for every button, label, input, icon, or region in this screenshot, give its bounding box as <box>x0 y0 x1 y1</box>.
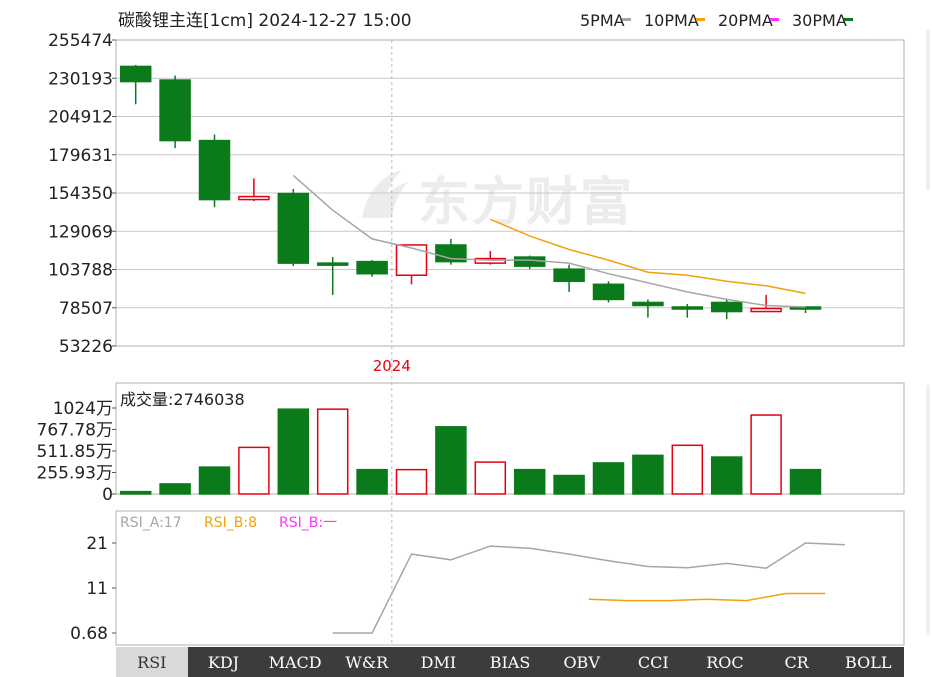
candle-body <box>316 262 349 266</box>
volume-bar <box>356 468 388 495</box>
candle-body <box>238 195 270 201</box>
ma10-line <box>490 218 806 295</box>
candle-body <box>435 244 467 263</box>
ma-legend-swatch <box>696 18 705 21</box>
rsi-legend-label: RSI_A:17 <box>120 515 182 531</box>
candle-body <box>119 65 152 83</box>
candle-body <box>710 301 743 313</box>
volume-bar <box>553 474 585 495</box>
side-rule <box>926 30 930 190</box>
price-tick-label: 103788 <box>48 261 113 281</box>
chart-title: 碳酸锂主连[1cm] 2024-12-27 15:00 <box>118 11 412 31</box>
tab-roc[interactable]: ROC <box>706 652 744 672</box>
volume-bar <box>238 446 270 495</box>
rsi-b-line <box>588 592 826 602</box>
volume-panel-frame <box>115 382 905 495</box>
price-tick-label: 255474 <box>48 31 113 51</box>
price-tick-label: 78507 <box>59 299 113 319</box>
volume-bar <box>119 490 152 495</box>
ma-legend-label: 20PMA <box>718 11 773 30</box>
candle-body <box>277 192 310 264</box>
rsi-tick-label: 0.68 <box>70 624 108 644</box>
ma-legend-swatch <box>622 18 631 21</box>
volume-bar <box>316 408 349 495</box>
volume-bar <box>632 454 664 495</box>
tab-obv[interactable]: OBV <box>563 652 600 672</box>
volume-bar <box>671 444 704 495</box>
price-tick-label: 53226 <box>59 337 113 357</box>
tab-macd[interactable]: MACD <box>268 652 322 672</box>
candle-body <box>671 306 704 310</box>
volume-label: 成交量:2746038 <box>120 390 245 409</box>
candle-body <box>632 301 664 307</box>
tab-dmi[interactable]: DMI <box>420 652 457 672</box>
volume-tick-label: 511.85万 <box>37 442 113 462</box>
tab-rsi[interactable]: RSI <box>116 647 188 677</box>
ma-legend-label: 10PMA <box>644 11 699 30</box>
rsi-tick-label: 21 <box>86 534 108 554</box>
ma-legend-label: 30PMA <box>792 11 847 30</box>
volume-tick-label: 0 <box>102 485 113 505</box>
volume-bar <box>474 461 507 495</box>
volume-tick-label: 767.78万 <box>37 421 113 441</box>
rsi-panel-frame <box>115 510 905 646</box>
candle-body <box>474 257 507 264</box>
volume-bar <box>513 468 546 495</box>
volume-bar <box>435 426 467 495</box>
candle-body <box>198 139 231 201</box>
volume-bar <box>395 468 428 495</box>
candle-body <box>356 260 388 275</box>
volume-bar <box>159 483 191 495</box>
candle-body <box>592 283 625 301</box>
volume-bar <box>277 408 310 495</box>
rsi-tick-label: 11 <box>86 579 108 599</box>
candle-body <box>159 79 191 142</box>
tab-cci[interactable]: CCI <box>637 652 669 672</box>
side-rule <box>926 385 930 635</box>
candle-body <box>750 307 782 313</box>
volume-bar <box>592 462 625 495</box>
price-tick-label: 179631 <box>48 146 113 166</box>
watermark-logo-icon <box>362 170 408 218</box>
rsi-legend-label: RSI_B:8 <box>204 515 257 531</box>
tab-kdj[interactable]: KDJ <box>207 652 240 672</box>
ma-legend-swatch <box>844 18 853 21</box>
indicator-tab-bar: RSI KDJ MACD W&R DMI BIAS OBV CCI ROC CR BOLL <box>116 647 904 677</box>
tab-cr[interactable]: CR <box>784 652 809 672</box>
rsi-a-line <box>332 542 845 634</box>
volume-bar <box>750 414 782 495</box>
candle-body <box>395 244 428 276</box>
volume-bar <box>198 466 231 495</box>
volume-bar <box>789 468 822 495</box>
price-tick-label: 129069 <box>48 222 113 242</box>
ma-legend-label: 5PMA <box>580 11 625 30</box>
ma-legend-swatch <box>770 18 779 21</box>
candle-body <box>789 306 822 310</box>
volume-tick-label: 255.93万 <box>37 464 113 484</box>
watermark: 东方财富 <box>418 173 635 233</box>
year-marker-label: 2024 <box>373 357 411 375</box>
ma5-line <box>292 174 806 308</box>
rsi-legend-label: RSI_B:一 <box>279 515 337 531</box>
tab-bias[interactable]: BIAS <box>489 652 531 672</box>
price-tick-label: 204912 <box>48 108 113 128</box>
candle-body <box>553 268 585 283</box>
tab-boll[interactable]: BOLL <box>845 652 892 672</box>
volume-tick-label: 1024万 <box>53 399 113 419</box>
price-tick-label: 154350 <box>48 184 113 204</box>
tab-wr[interactable]: W&R <box>345 652 389 672</box>
price-tick-label: 230193 <box>48 69 113 89</box>
volume-bar <box>710 456 743 495</box>
